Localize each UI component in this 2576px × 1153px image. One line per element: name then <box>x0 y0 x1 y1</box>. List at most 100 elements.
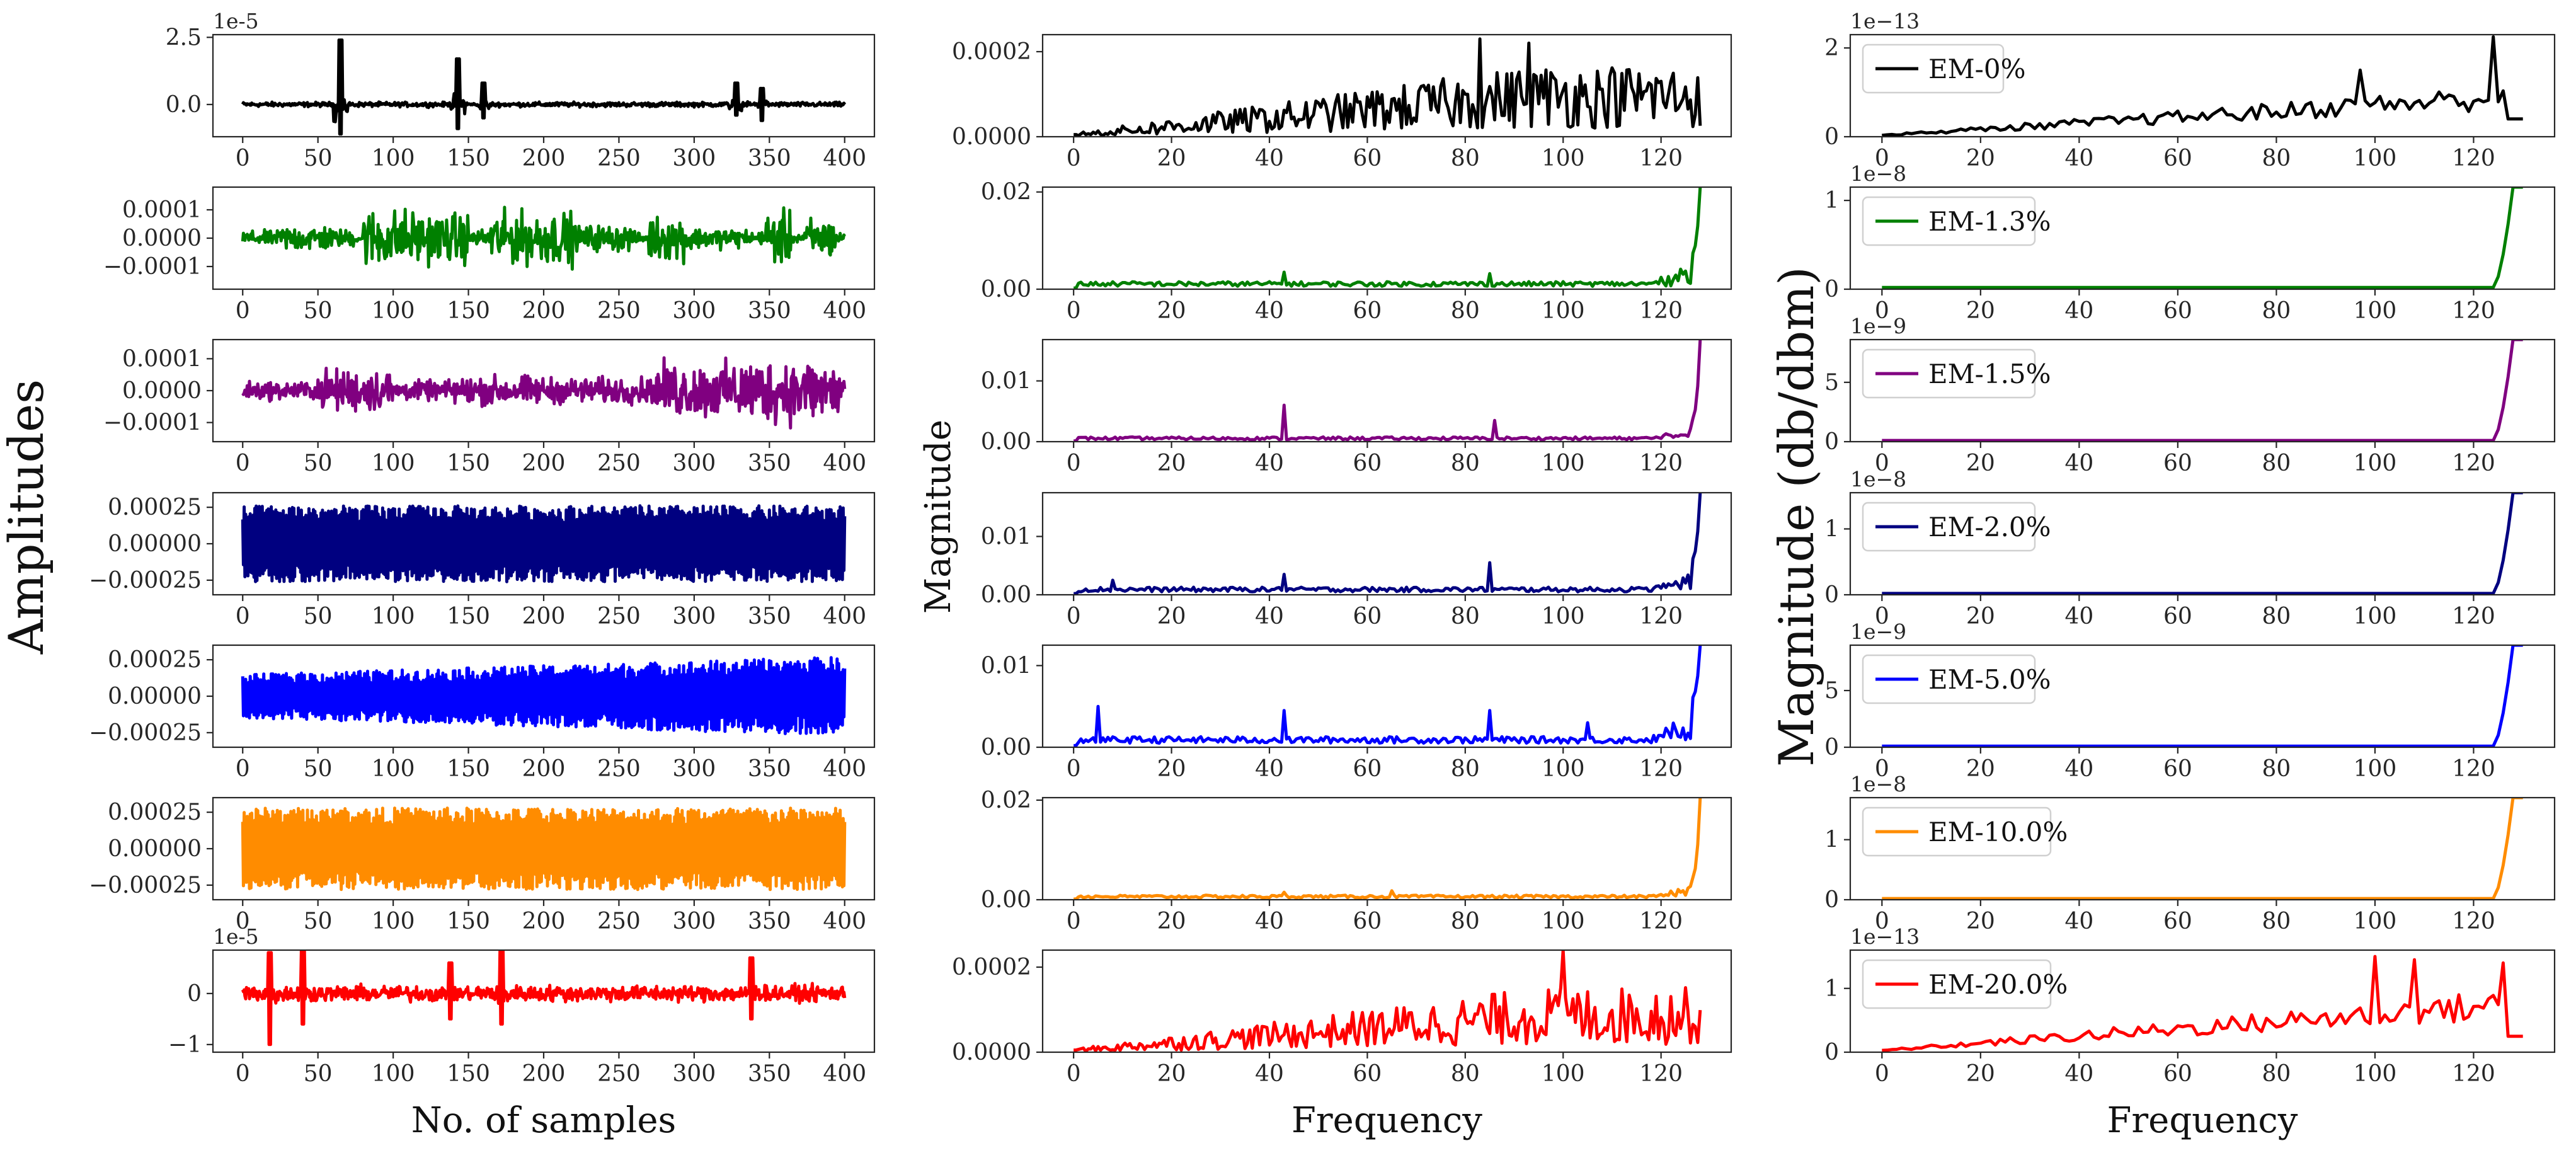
x-tick-label: 20 <box>1157 604 1186 629</box>
x-tick-label: 250 <box>597 298 641 324</box>
legend-label: EM-0% <box>1928 54 2026 84</box>
subplot: 0 50 100 150 200 250 300 350 400 0.0001 0.0000 −0.0… <box>103 186 876 324</box>
x-tick-label: 100 <box>2354 146 2397 171</box>
x-tick-label: 250 <box>597 1061 641 1087</box>
y-tick-label: 0.0002 <box>952 39 1031 65</box>
x-tick-label: 40 <box>2064 604 2093 629</box>
y-tick-label: 0.01 <box>981 369 1031 394</box>
x-tick-label: 0 <box>1067 298 1081 324</box>
legend-label: EM-5.0% <box>1928 664 2051 695</box>
x-tick-label: 120 <box>1639 909 1683 934</box>
x-tick-label: 400 <box>823 909 866 934</box>
x-tick-label: 150 <box>447 146 490 171</box>
series-line <box>1073 950 1702 1052</box>
axes-frame <box>1041 338 1732 443</box>
x-tick-label: 80 <box>1451 450 1480 476</box>
x-tick-label: 100 <box>2354 298 2397 324</box>
x-tick-label: 350 <box>748 298 791 324</box>
x-tick-label: 200 <box>522 909 566 934</box>
x-tick-label: 250 <box>597 756 641 782</box>
y-tick-label: 0 <box>1824 277 1839 302</box>
series-line <box>1882 187 2523 289</box>
x-tick-label: 0 <box>236 450 250 476</box>
x-tick-label: 80 <box>2262 604 2291 629</box>
x-tick-label: 200 <box>522 298 566 324</box>
x-tick-label: 40 <box>2064 1061 2093 1087</box>
y-tick-label: −0.0001 <box>103 410 202 436</box>
series-line <box>1073 37 1702 137</box>
x-tick-label: 150 <box>447 604 490 629</box>
y-tick-label: 5 <box>1824 370 1839 396</box>
x-tick-label: 400 <box>823 1061 866 1087</box>
y-tick-label: 0.0002 <box>952 955 1031 980</box>
x-tick-label: 60 <box>2163 146 2192 171</box>
x-tick-label: 40 <box>1255 1061 1284 1087</box>
subplot: 0 20 40 60 80 100 120 0.00 0.01 <box>981 338 1732 476</box>
x-tick-label: 120 <box>2452 450 2495 476</box>
axes-frame <box>1849 33 2556 138</box>
subplot: 0 20 40 60 80 100 120 0.00 0.01 <box>981 644 1732 782</box>
x-tick-label: 0 <box>1067 604 1081 629</box>
y-tick-label: −1 <box>168 1032 202 1058</box>
x-tick-label: 60 <box>1353 450 1382 476</box>
y-tick-label: 0 <box>1824 1040 1839 1065</box>
axes-frame <box>1849 338 2556 443</box>
x-tick-label: 0 <box>1875 146 1889 171</box>
y-tick-label: 0.02 <box>981 788 1031 813</box>
x-tick-label: 200 <box>522 1061 566 1087</box>
x-tick-label: 50 <box>304 604 333 629</box>
y-tick-label: 0.01 <box>981 524 1031 549</box>
series-line <box>1073 187 1702 289</box>
subplot: 0 50 100 150 200 250 300 350 400 0 −1 1e-5 <box>168 924 876 1087</box>
series-line <box>1882 35 2523 137</box>
panel-column-2: 0 20 40 60 80 100 120 0.00 0 0 0.0002 0 20 40 60 80 100 1… <box>918 33 1732 1141</box>
y-tick-label: 0.0001 <box>122 197 202 223</box>
x-tick-label: 300 <box>673 604 716 629</box>
subplot: 0 20 40 60 80 100 120 0.0000 0.0002 <box>952 33 1732 171</box>
x-tick-label: 100 <box>372 146 415 171</box>
x-tick-label: 60 <box>2163 450 2192 476</box>
x-tick-label: 150 <box>447 298 490 324</box>
x-tick-label: 0 <box>236 146 250 171</box>
x-tick-label: 50 <box>304 1061 333 1087</box>
subplot: 0 20 40 60 80 100 120 0 2 1e−13 EM-0% <box>1824 9 2556 171</box>
x-tick-label: 0 <box>1067 146 1081 171</box>
legend-box <box>1862 348 2036 399</box>
y-tick-label: 0.00 <box>981 277 1031 302</box>
x-tick-label: 60 <box>1353 298 1382 324</box>
x-tick-label: 100 <box>372 909 415 934</box>
y-tick-label: −0.00025 <box>89 873 202 898</box>
x-tick-label: 100 <box>1542 1061 1585 1087</box>
x-tick-label: 80 <box>2262 450 2291 476</box>
y-tick-label: 0.00 <box>981 429 1031 455</box>
x-tick-label: 100 <box>2354 450 2397 476</box>
x-tick-label: 150 <box>447 450 490 476</box>
axes-frame <box>1849 949 2556 1053</box>
x-tick-label: 50 <box>304 756 333 782</box>
series-line <box>1882 798 2523 900</box>
x-tick-label: 60 <box>2163 756 2192 782</box>
x-tick-label: 100 <box>1542 604 1585 629</box>
x-tick-label: 100 <box>372 298 415 324</box>
x-tick-label: 80 <box>2262 909 2291 934</box>
x-tick-label: 20 <box>1157 1061 1186 1087</box>
x-tick-label: 60 <box>2163 909 2192 934</box>
x-tick-label: 100 <box>1542 298 1585 324</box>
axes-frame <box>1041 949 1732 1053</box>
series-line <box>1073 645 1702 747</box>
x-tick-label: 60 <box>1353 756 1382 782</box>
x-tick-label: 80 <box>1451 1061 1480 1087</box>
subplot: 0 50 100 150 200 250 300 350 400 0.00025 0.00000 −0… <box>89 491 876 629</box>
x-tick-label: 60 <box>2163 298 2192 324</box>
y-tick-label: 1 <box>1824 516 1839 542</box>
x-tick-label: 0 <box>1875 450 1889 476</box>
x-tick-label: 60 <box>1353 1061 1382 1087</box>
y-axis-label: Magnitude (db/dbm) <box>1768 267 1824 767</box>
axis-offset-label: 1e−13 <box>1850 924 1920 949</box>
x-tick-label: 120 <box>1639 1061 1683 1087</box>
subplot: 0 20 40 60 80 100 120 0 1 1e−13 EM-20.0% <box>1824 924 2556 1087</box>
y-axis-label: Amplitudes <box>0 379 54 655</box>
x-tick-label: 200 <box>522 146 566 171</box>
subplot: 0 50 100 150 200 250 300 350 400 0.00025 0.00000 −0… <box>89 796 876 934</box>
x-tick-label: 120 <box>1639 146 1683 171</box>
